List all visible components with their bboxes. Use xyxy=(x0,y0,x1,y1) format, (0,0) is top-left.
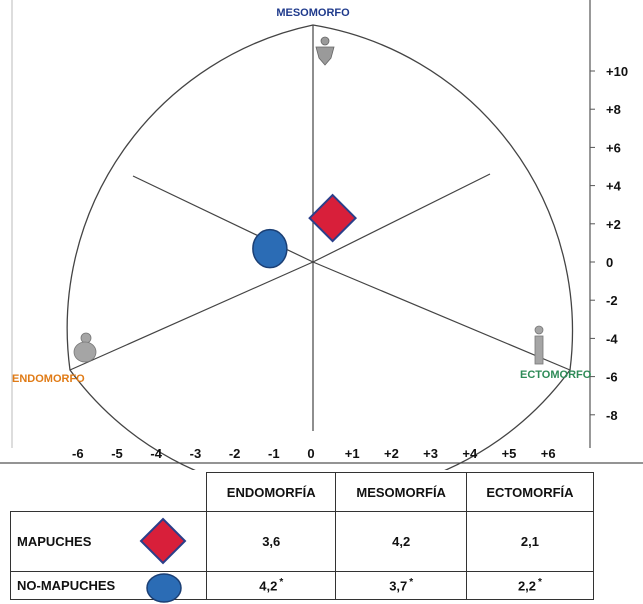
axis-lower-left xyxy=(70,176,133,370)
x-tick-label: -4 xyxy=(150,446,162,461)
x-tick-label: +6 xyxy=(541,446,556,461)
cell-value: 2,2 * xyxy=(465,571,595,600)
x-tick-label: -3 xyxy=(190,446,202,461)
header-endomorfia: ENDOMORFÍA xyxy=(205,472,337,512)
somatotype-table: ENDOMORFÍA MESOMORFÍA ECTOMORFÍA MAPUCHE… xyxy=(10,472,595,603)
y-tick-label: +10 xyxy=(606,64,628,79)
axis-upper-right xyxy=(312,173,491,263)
x-tick-label: -2 xyxy=(229,446,241,461)
cell-value: 4,2 xyxy=(335,511,467,572)
somatochart-outline xyxy=(66,24,574,470)
somatochart: MESOMORFO ENDOMORFO ECTOMORFO -6 -5 -4 -3 -2… xyxy=(0,0,643,470)
point-no-mapuches xyxy=(252,228,288,269)
y-tick-label: +2 xyxy=(606,217,621,232)
y-tick-label: -4 xyxy=(606,331,618,346)
y-tick-label: -6 xyxy=(606,370,618,385)
vertex-label-endo: ENDOMORFO xyxy=(12,373,85,385)
mesomorph-figure-icon xyxy=(315,36,335,66)
y-tick-label: +8 xyxy=(606,102,621,117)
table-row: NO-MAPUCHES 4,2 * 3,7 * 2,2 * xyxy=(10,571,595,603)
ectomorph-figure-icon xyxy=(534,325,544,365)
row-label-mapuches: MAPUCHES xyxy=(10,511,207,572)
x-tick-label: +3 xyxy=(423,446,438,461)
diamond-marker-icon xyxy=(139,517,187,565)
cell-value: 2,1 xyxy=(465,511,595,572)
x-tick-label: +2 xyxy=(384,446,399,461)
x-tick-label: -6 xyxy=(72,446,84,461)
table-row: MAPUCHES 3,6 4,2 2,1 xyxy=(10,511,595,572)
cell-value: 3,6 xyxy=(205,511,337,572)
axis-endo xyxy=(69,261,314,371)
circle-marker-icon xyxy=(146,573,182,603)
row-label-text: MAPUCHES xyxy=(17,534,92,549)
x-tick-label: -5 xyxy=(111,446,123,461)
y-tick-label: -2 xyxy=(606,293,618,308)
row-label-no-mapuches: NO-MAPUCHES xyxy=(10,571,207,603)
cell-value: 4,2 * xyxy=(205,571,337,600)
x-tick-label: +4 xyxy=(462,446,478,461)
x-tick-label: 0 xyxy=(307,446,314,461)
x-tick-label: +5 xyxy=(502,446,517,461)
y-tick-label: +4 xyxy=(606,179,622,194)
y-tick-label: 0 xyxy=(606,255,613,270)
endomorph-figure-icon xyxy=(73,332,97,363)
vertex-label-ecto: ECTOMORFO xyxy=(520,369,592,381)
point-mapuches xyxy=(308,193,358,243)
cell-value: 3,7 * xyxy=(335,571,467,600)
vertex-label-meso: MESOMORFO xyxy=(276,7,350,19)
header-ectomorfia: ECTOMORFÍA xyxy=(465,472,595,512)
axis-ecto xyxy=(312,261,571,371)
x-tick-label: -1 xyxy=(268,446,280,461)
y-tick-label: -8 xyxy=(606,408,618,423)
y-tick-label: +6 xyxy=(606,140,621,155)
header-mesomorfia: MESOMORFÍA xyxy=(335,472,467,512)
row-label-text: NO-MAPUCHES xyxy=(17,578,116,593)
table-corner xyxy=(10,472,207,512)
x-tick-label: +1 xyxy=(345,446,360,461)
